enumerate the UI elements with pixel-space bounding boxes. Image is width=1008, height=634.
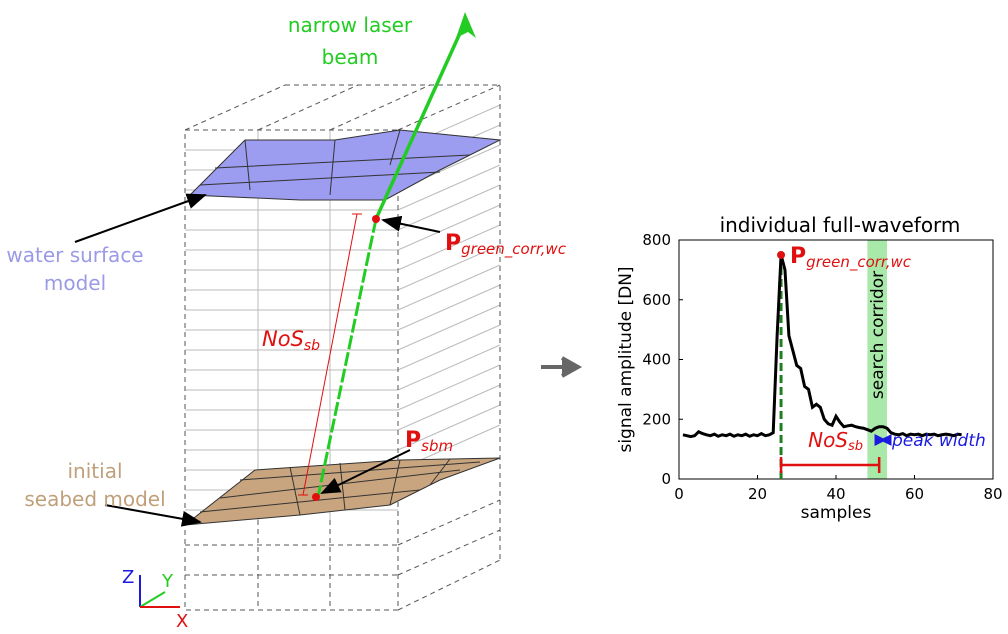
label: green_corr,wc (461, 240, 567, 259)
laser-beam-water (318, 219, 376, 497)
x-axis-label: samples (801, 503, 872, 523)
x-tick-label: 0 (674, 485, 684, 503)
peak-label: P (790, 244, 806, 269)
nos-label: sb (848, 439, 863, 454)
x-tick-label: 20 (748, 485, 767, 503)
y-tick-label: 800 (642, 231, 671, 249)
nos-label: NoS (808, 428, 848, 452)
label: X (176, 611, 188, 630)
label: Y (161, 571, 174, 592)
y-tick-label: 600 (642, 291, 671, 309)
y-tick-label: 200 (642, 410, 671, 428)
waveform (683, 255, 962, 437)
peak-width-label: peak width (891, 431, 986, 451)
label: NoS (262, 327, 304, 351)
p-sbm-point (312, 493, 320, 501)
label: water surface (6, 243, 143, 267)
y-tick-label: 0 (661, 470, 671, 488)
peak-point (777, 251, 785, 259)
nos-bracket (781, 457, 879, 473)
label: Pgreen_corr,wc (445, 231, 567, 259)
beam-arrow (456, 12, 476, 38)
label: initial (68, 459, 123, 483)
x-tick-label: 60 (905, 485, 924, 503)
label: NoSsb (262, 327, 320, 354)
figure: narrow laser beam water surface model in… (0, 0, 1008, 630)
axes-triad: Z Y X (122, 567, 188, 630)
label: model (44, 271, 106, 295)
x-tick-label: 80 (983, 485, 1002, 503)
nos-label: NoSsb (808, 428, 863, 454)
y-tick-label: 400 (642, 351, 671, 369)
label: P (445, 231, 461, 256)
seabed (185, 458, 500, 525)
label: Psbm (405, 428, 453, 455)
x-tick-label: 40 (826, 485, 845, 503)
y-axis-label: signal amplitude [DN] (616, 266, 636, 452)
peak-label: green_corr,wc (806, 253, 912, 272)
peak-label: Pgreen_corr,wc (790, 244, 912, 272)
label: sbm (421, 437, 453, 455)
flow-arrow (541, 358, 578, 376)
chart-title: individual full-waveform (720, 213, 961, 237)
label: Z (122, 567, 134, 588)
label: P (405, 428, 421, 453)
p-corr-point (372, 215, 380, 223)
corridor-label: search corridor (868, 271, 888, 399)
laser-beam (376, 22, 465, 219)
label: beam (322, 45, 379, 69)
label: narrow laser (288, 13, 413, 37)
label: seabed model (24, 487, 165, 511)
label: sb (304, 338, 320, 354)
